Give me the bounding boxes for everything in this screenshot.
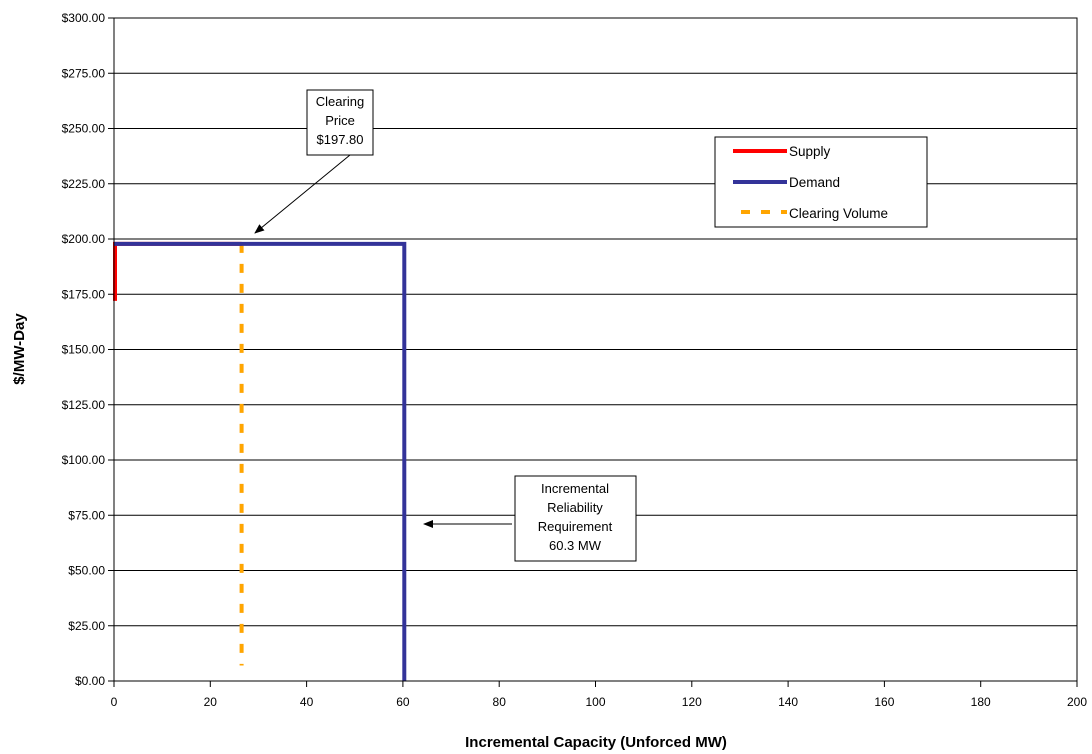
- y-tick-label: $275.00: [62, 66, 106, 80]
- series-layer: [113, 241, 407, 681]
- legend: Supply Demand Clearing Volume: [714, 136, 928, 228]
- x-tick-label: 140: [778, 695, 798, 709]
- x-tick-label: 120: [682, 695, 702, 709]
- annotation-line: 60.3 MW: [549, 538, 602, 553]
- y-tick-label: $125.00: [62, 398, 106, 412]
- y-axis-ticks: $0.00 $25.00 $50.00 $75.00 $100.00 $125.00 $15…: [62, 11, 114, 688]
- annotation-box: [514, 475, 637, 562]
- y-axis-title: $/MW-Day: [11, 313, 28, 385]
- series-line-demand: [114, 241, 407, 681]
- x-tick-label: 100: [585, 695, 605, 709]
- y-tick-label: $75.00: [68, 508, 105, 522]
- annotation-line: Requirement: [538, 519, 613, 534]
- legend-label-demand: Demand: [789, 175, 840, 190]
- annotation-box: [306, 89, 374, 156]
- y-tick-label: $50.00: [68, 564, 105, 578]
- annotation-line: $197.80: [317, 132, 364, 147]
- x-tick-label: 60: [396, 695, 410, 709]
- x-tick-label: 40: [300, 695, 314, 709]
- x-tick-label: 0: [111, 695, 118, 709]
- y-tick-label: $250.00: [62, 122, 106, 136]
- y-tick-label: $0.00: [75, 674, 105, 688]
- legend-label-clearing-volume: Clearing Volume: [789, 206, 888, 221]
- x-axis-ticks: 0 20 40 60 80 100 120 140 160 180 200: [111, 681, 1087, 709]
- annotation-arrow: [254, 154, 351, 234]
- y-tick-label: $300.00: [62, 11, 106, 25]
- annotation-line: Clearing: [316, 94, 364, 109]
- y-tick-label: $200.00: [62, 232, 106, 246]
- annotation-line: Incremental: [541, 481, 609, 496]
- legend-label-supply: Supply: [789, 144, 831, 159]
- annotation-line: Reliability: [547, 500, 603, 515]
- y-tick-label: $175.00: [62, 287, 106, 301]
- annotation-reliability-requirement: Incremental Reliability Requirement 60.3…: [423, 475, 637, 562]
- x-tick-label: 20: [204, 695, 218, 709]
- y-tick-label: $25.00: [68, 619, 105, 633]
- y-tick-label: $225.00: [62, 177, 106, 191]
- y-tick-label: $100.00: [62, 453, 106, 467]
- annotation-line: Price: [325, 113, 355, 128]
- x-axis-title: Incremental Capacity (Unforced MW): [465, 734, 727, 751]
- x-tick-label: 80: [493, 695, 507, 709]
- annotation-clearing-price: Clearing Price $197.80: [254, 89, 374, 234]
- y-tick-label: $150.00: [62, 343, 106, 357]
- x-tick-label: 200: [1067, 695, 1087, 709]
- x-tick-label: 160: [874, 695, 894, 709]
- x-tick-label: 180: [971, 695, 991, 709]
